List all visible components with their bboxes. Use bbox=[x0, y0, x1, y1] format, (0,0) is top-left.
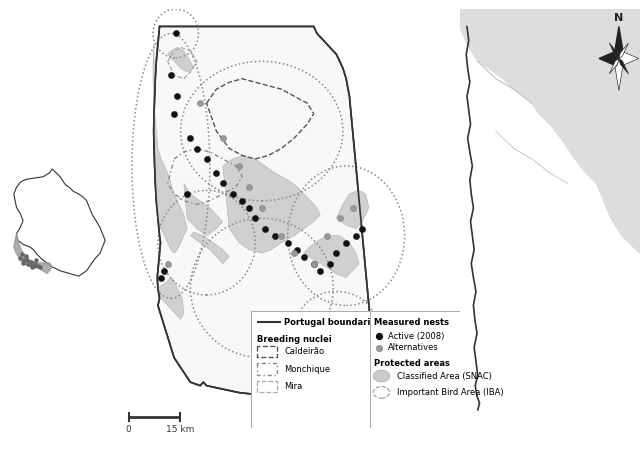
Polygon shape bbox=[614, 58, 624, 90]
Polygon shape bbox=[14, 234, 52, 274]
Point bbox=[17, 250, 27, 257]
Ellipse shape bbox=[374, 370, 390, 382]
Polygon shape bbox=[190, 232, 230, 264]
Polygon shape bbox=[619, 43, 628, 58]
Point bbox=[218, 180, 228, 187]
Polygon shape bbox=[610, 58, 619, 74]
Point bbox=[163, 260, 173, 267]
Point bbox=[31, 256, 41, 264]
Ellipse shape bbox=[374, 387, 390, 398]
Point bbox=[218, 135, 228, 142]
Point bbox=[170, 30, 181, 37]
Point bbox=[30, 261, 40, 268]
Point bbox=[185, 135, 195, 142]
Polygon shape bbox=[460, 9, 640, 253]
Point bbox=[309, 260, 319, 267]
Point bbox=[159, 267, 170, 274]
Point bbox=[21, 252, 31, 260]
Point bbox=[331, 249, 341, 256]
Polygon shape bbox=[619, 51, 638, 66]
Point bbox=[33, 262, 43, 269]
Point bbox=[192, 145, 202, 152]
Point bbox=[250, 215, 260, 222]
Polygon shape bbox=[304, 236, 359, 278]
Point bbox=[260, 225, 270, 232]
Point bbox=[276, 232, 286, 239]
Point bbox=[358, 225, 368, 232]
Point bbox=[325, 260, 335, 267]
Point bbox=[27, 263, 37, 270]
Point bbox=[244, 183, 254, 190]
Polygon shape bbox=[154, 27, 374, 396]
Text: Portugal boundaries: Portugal boundaries bbox=[284, 318, 381, 327]
Polygon shape bbox=[153, 44, 187, 253]
Text: N: N bbox=[614, 13, 624, 23]
Polygon shape bbox=[158, 278, 184, 319]
Polygon shape bbox=[184, 184, 223, 236]
Text: Caldeirão: Caldeirão bbox=[284, 347, 324, 356]
Point bbox=[35, 263, 46, 270]
Polygon shape bbox=[614, 27, 624, 58]
Polygon shape bbox=[599, 51, 619, 66]
Point bbox=[169, 110, 179, 117]
Text: Alternatives: Alternatives bbox=[388, 343, 439, 352]
Text: 0: 0 bbox=[126, 425, 131, 434]
Point bbox=[374, 333, 384, 340]
Point bbox=[293, 246, 303, 253]
Polygon shape bbox=[168, 47, 194, 72]
Text: Protected areas: Protected areas bbox=[374, 359, 450, 368]
Point bbox=[341, 239, 351, 246]
Point bbox=[374, 344, 384, 351]
Text: Classified Area (SNAC): Classified Area (SNAC) bbox=[397, 372, 492, 381]
Polygon shape bbox=[610, 43, 619, 58]
Point bbox=[234, 162, 244, 170]
FancyBboxPatch shape bbox=[370, 310, 460, 428]
Point bbox=[15, 254, 26, 261]
Point bbox=[283, 239, 293, 246]
Point bbox=[322, 232, 332, 239]
Point bbox=[172, 93, 183, 100]
Point bbox=[156, 274, 167, 281]
Point bbox=[166, 72, 176, 79]
Text: Measured nests: Measured nests bbox=[374, 318, 449, 327]
Polygon shape bbox=[336, 190, 369, 229]
Point bbox=[309, 260, 319, 267]
FancyBboxPatch shape bbox=[251, 310, 370, 428]
Text: Mira: Mira bbox=[284, 382, 302, 391]
Polygon shape bbox=[14, 169, 105, 276]
Text: Active (2008): Active (2008) bbox=[388, 332, 444, 341]
Point bbox=[257, 204, 267, 212]
Point bbox=[244, 204, 254, 212]
Text: Important Bird Area (IBA): Important Bird Area (IBA) bbox=[397, 388, 503, 397]
Point bbox=[18, 259, 28, 266]
Point bbox=[19, 256, 30, 264]
Text: Breeding nuclei: Breeding nuclei bbox=[257, 335, 332, 344]
Text: Monchique: Monchique bbox=[284, 364, 331, 373]
Point bbox=[334, 215, 345, 222]
Point bbox=[351, 232, 361, 239]
Point bbox=[347, 204, 358, 212]
Point bbox=[23, 261, 33, 268]
Point bbox=[24, 261, 35, 268]
Point bbox=[315, 267, 325, 274]
Polygon shape bbox=[223, 156, 320, 253]
Point bbox=[228, 190, 238, 198]
Point bbox=[237, 197, 248, 204]
Polygon shape bbox=[619, 58, 628, 74]
Point bbox=[22, 256, 32, 264]
Point bbox=[269, 232, 280, 239]
Point bbox=[289, 249, 300, 256]
Text: 15 km: 15 km bbox=[166, 425, 194, 434]
Point bbox=[26, 258, 36, 265]
Point bbox=[211, 169, 221, 176]
Point bbox=[195, 99, 205, 107]
Point bbox=[201, 155, 212, 162]
Point bbox=[182, 190, 192, 198]
Point bbox=[28, 262, 39, 269]
Point bbox=[299, 253, 309, 260]
